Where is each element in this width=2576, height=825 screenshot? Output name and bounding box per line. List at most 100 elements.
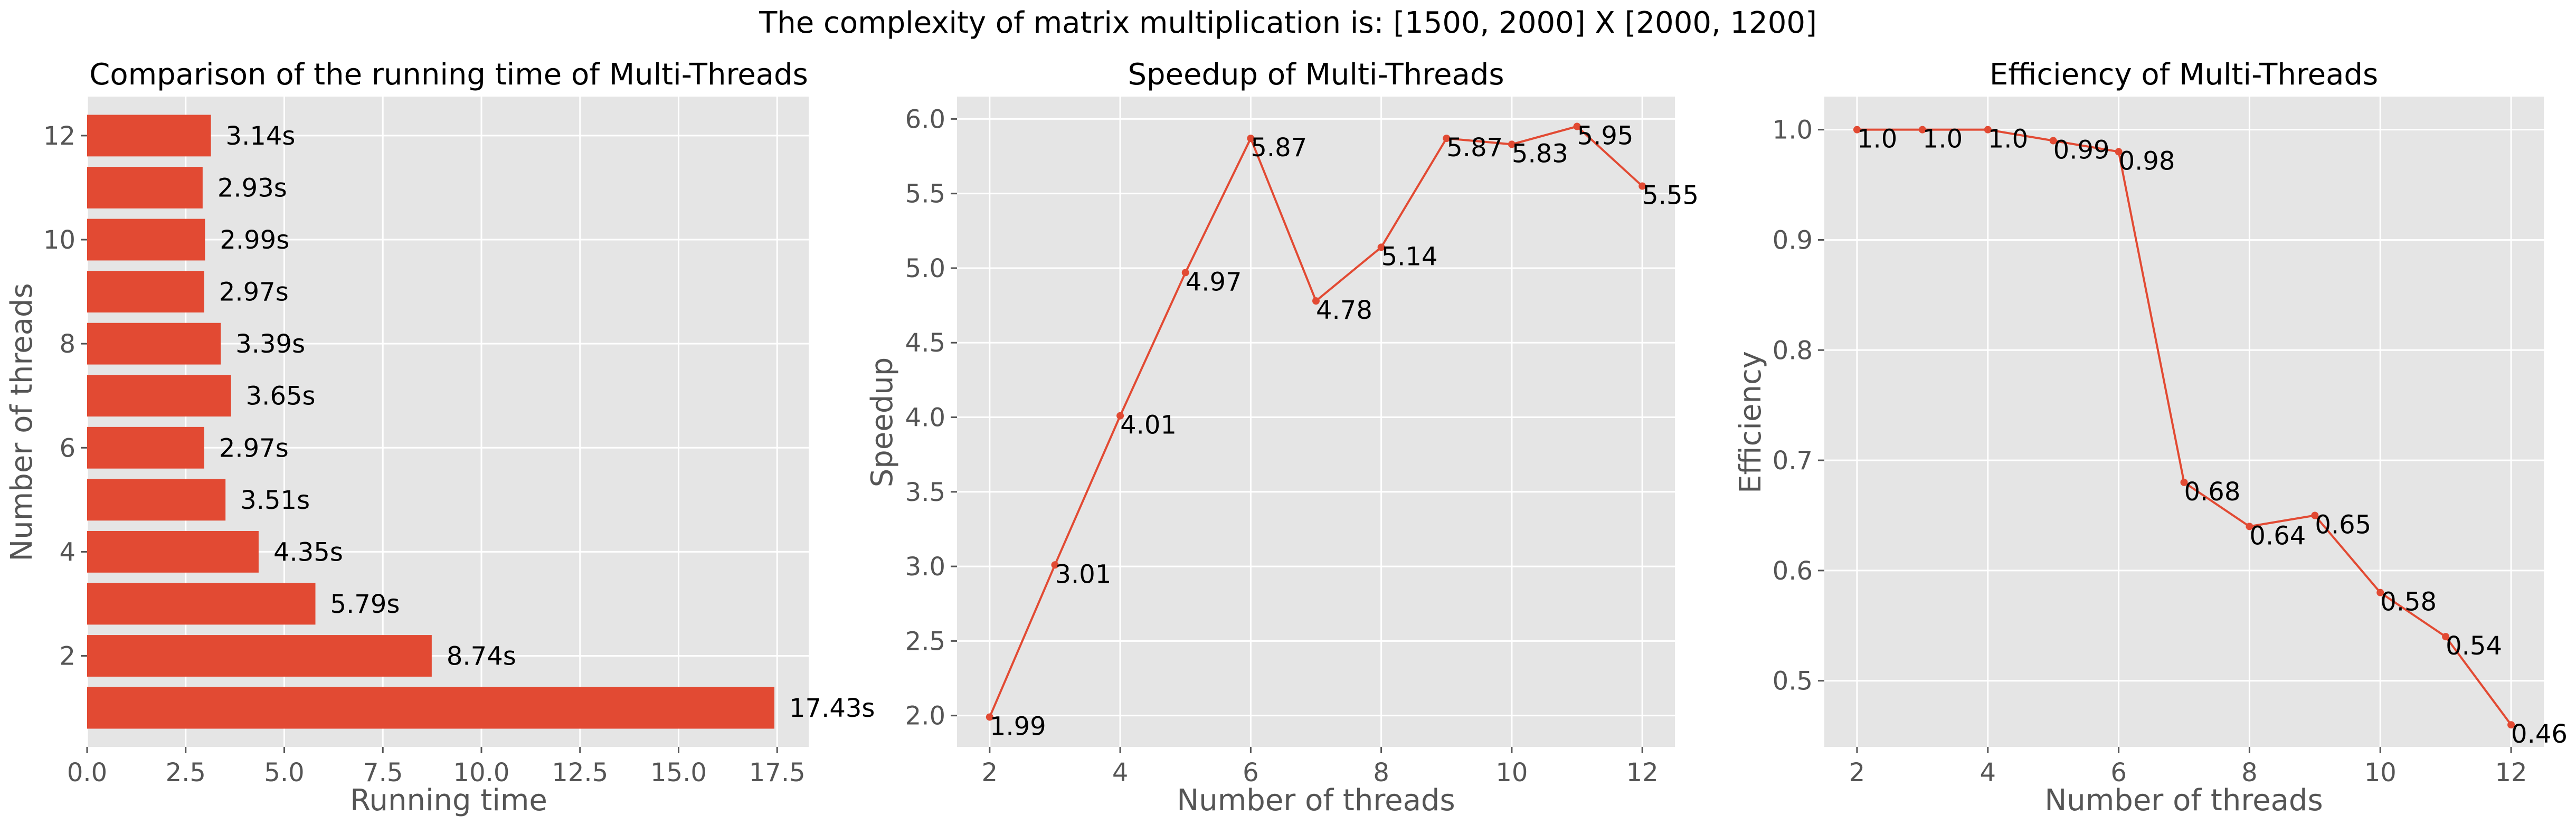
runtime-x-ticks: 0.0 2.5 5.0 7.5 10.0 12.5 15.0 17.5: [67, 758, 806, 788]
speedup-point-label: 4.97: [1186, 267, 1242, 297]
efficiency-chart-title: Efficiency of Multi-Threads: [1990, 58, 2378, 92]
speedup-point: [1508, 140, 1516, 148]
runtime-bar-value-label: 3.39s: [235, 329, 305, 359]
runtime-bar-value-label: 3.51s: [240, 486, 310, 515]
efficiency-point-label: 0.46: [2511, 719, 2568, 749]
efficiency-point-label: 1.0: [1922, 125, 1963, 154]
runtime-chart-title: Comparison of the running time of Multi-…: [89, 58, 808, 92]
runtime-value-labels: 17.43s 8.74s 5.79s 4.35s 3.51s 2.97s 3.65s 3.39…: [217, 121, 875, 723]
runtime-bar-value-label: 2.97s: [219, 433, 289, 463]
runtime-x-tick-label: 12.5: [552, 758, 608, 788]
speedup-x-ticks: 2 4 6 8 10 12: [982, 758, 1659, 788]
speedup-chart-title: Speedup of Multi-Threads: [1128, 58, 1504, 92]
speedup-y-tick-label: 5.5: [905, 179, 945, 209]
speedup-x-tick-label: 8: [1373, 758, 1389, 788]
speedup-x-tick-label: 10: [1495, 758, 1528, 788]
efficiency-point-label: 0.99: [2053, 136, 2110, 165]
runtime-bars: [87, 115, 775, 729]
efficiency-point-label: 1.0: [1988, 125, 2028, 154]
efficiency-point: [1984, 126, 1992, 134]
speedup-point: [1181, 269, 1189, 277]
runtime-bar: [87, 687, 775, 729]
speedup-point-label: 5.87: [1251, 133, 1307, 163]
efficiency-point: [2115, 148, 2123, 156]
speedup-x-tick-label: 2: [982, 758, 998, 788]
efficiency-point-label: 0.98: [2119, 146, 2175, 176]
speedup-plot-area: [957, 97, 1675, 747]
speedup-point-label: 5.87: [1446, 133, 1503, 163]
speedup-y-tick-label: 3.5: [905, 478, 945, 507]
speedup-point: [1573, 122, 1581, 130]
runtime-bar: [87, 426, 204, 469]
efficiency-x-tick-label: 10: [2364, 758, 2397, 788]
speedup-line-chart: Speedup of Multi-Threads 1.99 3.01 4.01 4.9…: [865, 58, 1699, 818]
efficiency-point-label: 0.54: [2446, 631, 2502, 661]
efficiency-point: [2180, 478, 2188, 486]
runtime-y-tick-label: 4: [59, 537, 75, 567]
speedup-point-label: 4.78: [1316, 296, 1372, 325]
efficiency-x-axis-label: Number of threads: [2044, 783, 2323, 818]
runtime-x-tick-label: 0.0: [67, 758, 107, 788]
runtime-bar-value-label: 2.93s: [217, 173, 287, 203]
speedup-x-tick-label: 12: [1626, 758, 1659, 788]
runtime-x-tick-label: 10.0: [453, 758, 510, 788]
efficiency-y-ticks: 0.5 0.6 0.7 0.8 0.9 1.0: [1773, 116, 1813, 696]
runtime-bar-value-label: 2.99s: [220, 225, 289, 255]
speedup-point-label: 5.83: [1512, 139, 1568, 168]
speedup-point: [986, 713, 993, 721]
efficiency-point: [2049, 137, 2057, 145]
runtime-bar: [87, 115, 211, 157]
speedup-y-tick-label: 4.5: [905, 328, 945, 358]
efficiency-point-label: 0.58: [2380, 587, 2437, 617]
speedup-point-label: 5.95: [1577, 121, 1634, 151]
runtime-y-tick-label: 6: [59, 433, 75, 463]
runtime-y-ticks: 2 4 6 8 10 12: [43, 121, 75, 671]
efficiency-y-tick-label: 0.6: [1773, 556, 1813, 586]
speedup-point-label: 1.99: [990, 712, 1046, 741]
runtime-bar-value-label: 3.65s: [246, 382, 316, 411]
runtime-bar: [87, 635, 432, 677]
runtime-x-tick-label: 5.0: [264, 758, 304, 788]
speedup-y-tick-label: 6.0: [905, 105, 945, 134]
efficiency-point: [1918, 126, 1926, 134]
efficiency-x-tick-label: 2: [1849, 758, 1865, 788]
efficiency-gridlines: [1818, 97, 2544, 753]
speedup-y-tick-label: 5.0: [905, 254, 945, 283]
speedup-x-tick-label: 4: [1112, 758, 1129, 788]
speedup-point-label: 5.14: [1381, 242, 1438, 271]
speedup-point: [1443, 135, 1451, 143]
speedup-point-label: 4.01: [1120, 411, 1177, 440]
efficiency-series: [1853, 126, 2515, 729]
speedup-y-tick-label: 2.0: [905, 701, 945, 731]
runtime-x-axis-label: Running time: [350, 783, 547, 818]
efficiency-plot-area: [1824, 97, 2544, 747]
speedup-y-axis-label: Speedup: [865, 357, 899, 488]
runtime-bar: [87, 583, 316, 625]
efficiency-point: [1853, 126, 1861, 134]
speedup-y-tick-label: 2.5: [905, 627, 945, 656]
runtime-bar: [87, 271, 204, 313]
efficiency-line-chart: Efficiency of Multi-Threads 1.0 1.0 1.0 0.9…: [1734, 58, 2568, 818]
runtime-x-tick-label: 15.0: [650, 758, 707, 788]
runtime-y-tick-label: 10: [43, 225, 75, 255]
speedup-point: [1116, 412, 1124, 420]
speedup-point-label: 3.01: [1055, 560, 1111, 589]
efficiency-x-tick-label: 6: [2110, 758, 2127, 788]
speedup-y-tick-label: 3.0: [905, 552, 945, 582]
speedup-y-ticks: 2.0 2.5 3.0 3.5 4.0 4.5 5.0 5.5 6.0: [905, 105, 945, 731]
runtime-bar-chart: Comparison of the running time of Multi-…: [5, 58, 875, 818]
efficiency-point: [2376, 589, 2384, 596]
runtime-y-tick-label: 12: [43, 121, 75, 151]
efficiency-x-tick-label: 8: [2241, 758, 2258, 788]
speedup-y-tick-label: 4.0: [905, 403, 945, 433]
efficiency-x-ticks: 2 4 6 8 10 12: [1849, 758, 2527, 788]
runtime-bar: [87, 219, 205, 261]
efficiency-point-label: 1.0: [1857, 125, 1897, 154]
efficiency-x-tick-label: 12: [2495, 758, 2527, 788]
efficiency-y-tick-label: 1.0: [1773, 116, 1813, 145]
speedup-series: [986, 122, 1646, 721]
efficiency-y-axis-label: Efficiency: [1734, 351, 1768, 494]
speedup-gridlines: [951, 97, 1675, 753]
speedup-point: [1247, 135, 1255, 143]
efficiency-y-tick-label: 0.8: [1773, 336, 1813, 365]
